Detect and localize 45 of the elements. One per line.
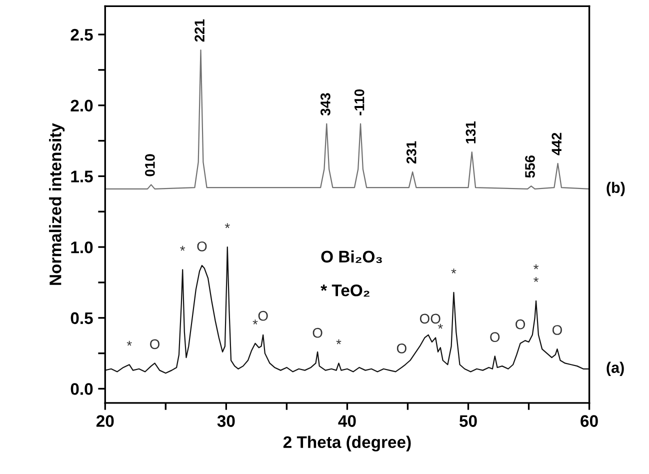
y-tick-label: 1.5	[71, 170, 93, 182]
annotation: O	[312, 328, 322, 338]
annotation: 442	[552, 132, 562, 156]
annotation: O	[197, 242, 207, 252]
annotation: 221	[194, 19, 204, 42]
series-label: (a)	[606, 362, 624, 376]
annotation: O	[258, 310, 268, 321]
annotation: * TeO₂	[320, 284, 370, 297]
annotation: 131	[466, 121, 476, 144]
annotation: 556	[525, 156, 535, 178]
annotation: O Bi₂O₃	[321, 250, 382, 264]
annotation: *	[336, 339, 342, 344]
annotation: *	[438, 324, 443, 329]
annotation: *	[534, 264, 539, 270]
annotation: O	[396, 344, 406, 354]
annotation: *	[451, 268, 456, 274]
annotation: *	[180, 246, 186, 251]
y-tick-label: 0.5	[70, 312, 93, 324]
y-tick-label: 2.5	[70, 28, 93, 41]
series-label: (b)	[606, 182, 625, 196]
annotation: O	[490, 332, 500, 342]
x-tick-label: 50	[460, 415, 477, 427]
annotation: 010	[145, 154, 155, 176]
y-tick-label: 1.0	[71, 241, 93, 254]
annotation: -110	[354, 89, 364, 116]
x-tick-label: 40	[338, 415, 356, 427]
x-tick-label: 20	[96, 415, 114, 427]
x-tick-label: 60	[580, 415, 598, 427]
annotation: *	[224, 223, 230, 228]
annotation: 231	[406, 141, 416, 164]
annotation: O	[552, 325, 562, 335]
annotation: 343	[320, 93, 330, 116]
annotation: O	[430, 314, 440, 324]
annotation: O	[516, 319, 526, 330]
y-axis-title: Normalized intensity	[49, 123, 65, 285]
annotation: O	[150, 339, 160, 350]
line-series	[105, 50, 590, 190]
y-tick-label: 0.0	[70, 383, 93, 395]
x-axis-title: 2 Theta (degree)	[283, 436, 411, 452]
annotation: *	[534, 277, 539, 282]
y-tick-label: 2.0	[70, 100, 93, 112]
annotation: *	[126, 340, 132, 346]
annotation: O	[420, 314, 430, 324]
annotation: *	[252, 320, 258, 324]
x-tick-label: 30	[217, 415, 235, 427]
